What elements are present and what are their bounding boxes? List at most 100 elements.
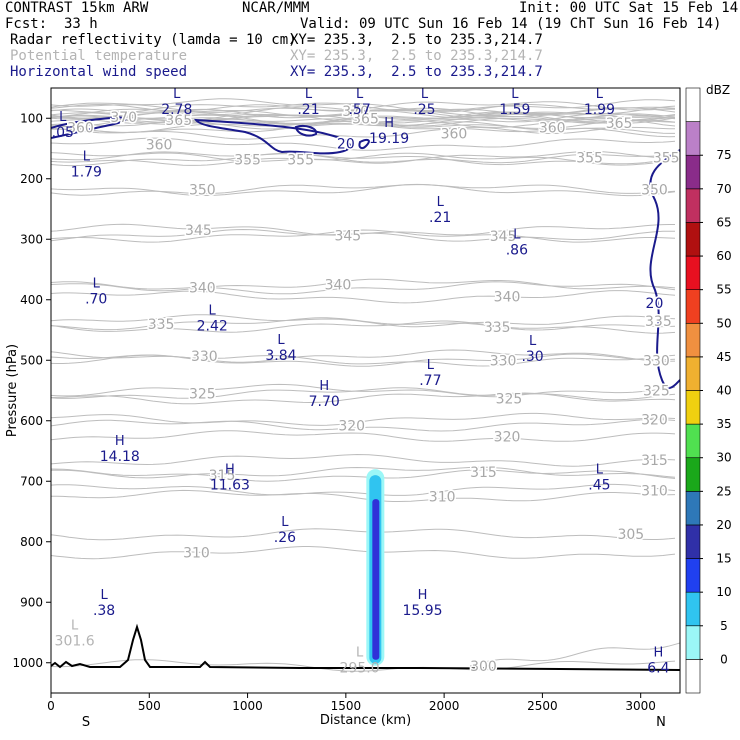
extremum-value: 2.42	[197, 319, 228, 335]
x-tick-label: 500	[138, 699, 161, 713]
extremum-value: 14.18	[100, 449, 140, 465]
y-tick-label: 800	[20, 535, 43, 549]
extremum-value: 7.70	[309, 394, 340, 410]
colorbar-label: 50	[716, 316, 731, 330]
wind-contour-line	[358, 138, 370, 150]
theta-contour	[51, 184, 676, 196]
terrain-layer	[51, 623, 680, 671]
theta-contour	[51, 109, 676, 123]
extremum-value: .86	[506, 243, 528, 259]
endpoint-north: N	[656, 715, 666, 730]
extremum-value: 301.6	[55, 633, 95, 649]
theta-contour	[51, 419, 676, 432]
theta-contour	[51, 320, 676, 334]
reflectivity-layer	[366, 469, 385, 666]
theta-contour	[51, 349, 676, 363]
extremum-kind: H	[115, 434, 125, 449]
extremum-kind: L	[281, 515, 289, 530]
theta-label: 345	[334, 229, 361, 245]
theta-label: 360	[146, 137, 173, 153]
extremum-value: .21	[297, 102, 319, 118]
theta-contour	[51, 111, 676, 124]
extremum-kind: H	[653, 646, 663, 661]
colorbar-swatch	[685, 322, 701, 358]
extremum-kind: L	[83, 149, 91, 164]
theta-contour	[51, 453, 676, 467]
theta-label: 310	[183, 546, 210, 562]
theta-contour	[51, 107, 676, 121]
y-tick-label: 300	[20, 232, 43, 246]
colorbar-label: 75	[716, 148, 731, 162]
extremum-kind: L	[209, 304, 217, 319]
init-time: Init: 00 UTC Sat 15 Feb 14	[519, 0, 739, 16]
extremum-kind: H	[384, 116, 394, 131]
fcst-label: Fcst:	[5, 16, 48, 32]
extremum-value: 6.4	[647, 661, 669, 677]
theta-label: 355	[653, 151, 680, 167]
colorbar-label: 20	[716, 518, 731, 532]
wind-contour-line	[194, 118, 352, 155]
institution: NCAR/MMM	[242, 0, 310, 16]
field-reflectivity: Radar reflectivity (lamda = 10 cm)	[10, 32, 297, 48]
theta-label: 365	[352, 111, 379, 127]
extremum-kind: L	[427, 358, 435, 373]
theta-label: 320	[338, 419, 365, 435]
wind-contour-label: 20	[646, 296, 664, 312]
x-tick-label: 0	[47, 699, 55, 713]
field-theta-xy: XY= 235.3, 2.5 to 235.3,214.7	[290, 48, 543, 64]
colorbar-swatch	[685, 591, 701, 627]
wind-contour-line	[51, 116, 126, 139]
colorbar-unit: dBZ	[706, 83, 730, 97]
theta-label: 370	[110, 110, 137, 126]
theta-label: 335	[645, 314, 672, 330]
colorbar-label: 0	[720, 652, 728, 666]
colorbar-swatch	[685, 154, 701, 190]
theta-contour	[51, 546, 676, 560]
extremum-kind: L	[277, 333, 285, 348]
theta-contour	[51, 392, 676, 405]
theta-label: 335	[484, 320, 511, 336]
extremum-kind: L	[356, 646, 364, 661]
colorbar-label: 40	[716, 384, 731, 398]
x-tick-label: 1500	[331, 699, 362, 713]
extremum-kind: L	[513, 228, 521, 243]
theta-contour	[51, 127, 676, 140]
extremum-value: .57	[348, 102, 370, 118]
extremum-kind: L	[71, 618, 79, 633]
theta-label: 355	[234, 152, 261, 168]
y-tick-label: 100	[20, 111, 43, 125]
theta-label: 360	[441, 126, 468, 142]
axes: 100 200 300 400 500 600 700 800 900 1000 0 500 1000 1…	[5, 111, 666, 730]
colorbar-swatch	[685, 423, 701, 459]
colorbar-swatch	[685, 457, 701, 492]
extremum-value: .30	[521, 349, 543, 365]
extremum-kind: L	[173, 87, 181, 102]
x-tick-label: 2500	[527, 699, 558, 713]
colorbar-swatch	[685, 255, 701, 290]
theta-label: 310	[429, 489, 456, 505]
theta-label: 330	[490, 353, 517, 369]
colorbar-swatch	[685, 289, 701, 324]
theta-contour	[51, 152, 676, 167]
colorbar-label: 10	[716, 585, 731, 599]
y-tick-label: 700	[20, 474, 43, 488]
colorbar: dBZ 0 5 10 15 20 25 30 35 40 45 50 55 60 65 70 75	[685, 83, 732, 694]
extremum-kind: H	[418, 588, 428, 603]
extremum-value: 1.99	[584, 102, 615, 118]
field-theta: Potential temperature	[10, 48, 188, 64]
extremum-kind: H	[225, 462, 235, 477]
colorbar-swatch	[685, 188, 701, 223]
theta-label: 335	[148, 317, 175, 333]
theta-label: 315	[209, 468, 236, 484]
extremum-value: .45	[588, 477, 610, 493]
extremum-value: .77	[419, 373, 441, 389]
colorbar-swatch	[685, 524, 701, 559]
theta-label: 350	[189, 183, 216, 199]
theta-label: 345	[490, 229, 517, 245]
theta-label: 320	[494, 429, 521, 445]
extremum-value: .70	[85, 292, 107, 308]
colorbar-label: 5	[720, 619, 728, 633]
extremum-value: 3.84	[265, 348, 296, 364]
colorbar-label: 70	[716, 182, 731, 196]
